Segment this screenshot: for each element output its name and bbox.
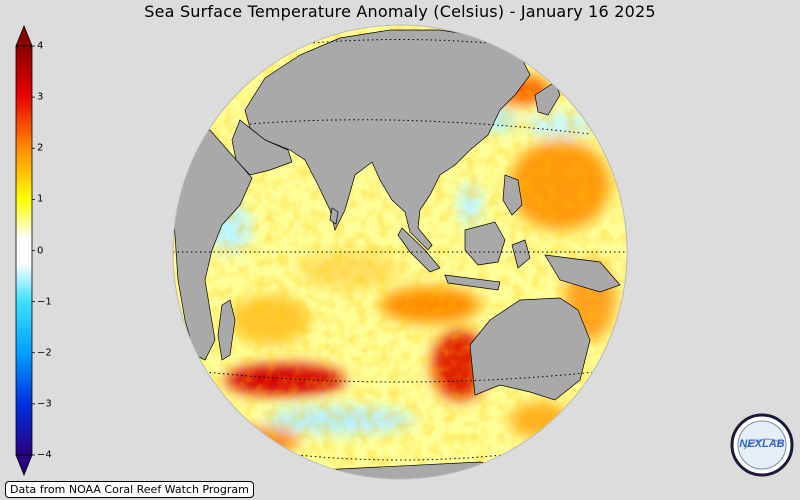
map-title: Sea Surface Temperature Anomaly (Celsius… [144,2,656,21]
australia-landmass [469,297,591,401]
colorbar-tick-label: 0 [37,245,44,256]
java-landmass [444,274,501,291]
data-credit: Data from NOAA Coral Reef Watch Program [5,481,254,498]
madagascar-landmass [217,299,236,361]
globe-outline [172,24,628,480]
sumatra-landmass [397,227,441,273]
graticule [173,39,627,461]
logo-text: NEXLAB [739,438,784,450]
philippines-landmass [502,174,523,216]
colorbar-tick-label: 3 [37,91,44,103]
sri-lanka-landmass [329,207,339,225]
colorbar-tick-label: −4 [37,449,52,461]
japan-landmass [534,81,561,116]
colorbar-tick-label: −1 [37,296,52,308]
colorbar-gradient [15,24,35,477]
arabia-landmass [231,119,293,176]
nexlab-logo-icon: NEXLAB [730,413,794,477]
colorbar-tick-label: 1 [37,193,44,205]
colorbar-tick-label: −2 [37,347,52,359]
colorbar-tick-label: −3 [37,398,52,410]
new-guinea-landmass [544,254,621,293]
borneo-landmass [464,221,506,266]
colorbar-tick-label: 4 [37,40,44,52]
colorbar: 4 3 2 1 0 −1 −2 −3 −4 [0,0,80,500]
africa-landmass [173,129,253,361]
colorbar-tick-label: 2 [37,142,44,154]
sulawesi-landmass [511,239,531,269]
colorbar-min-extend-triangle [15,454,33,477]
